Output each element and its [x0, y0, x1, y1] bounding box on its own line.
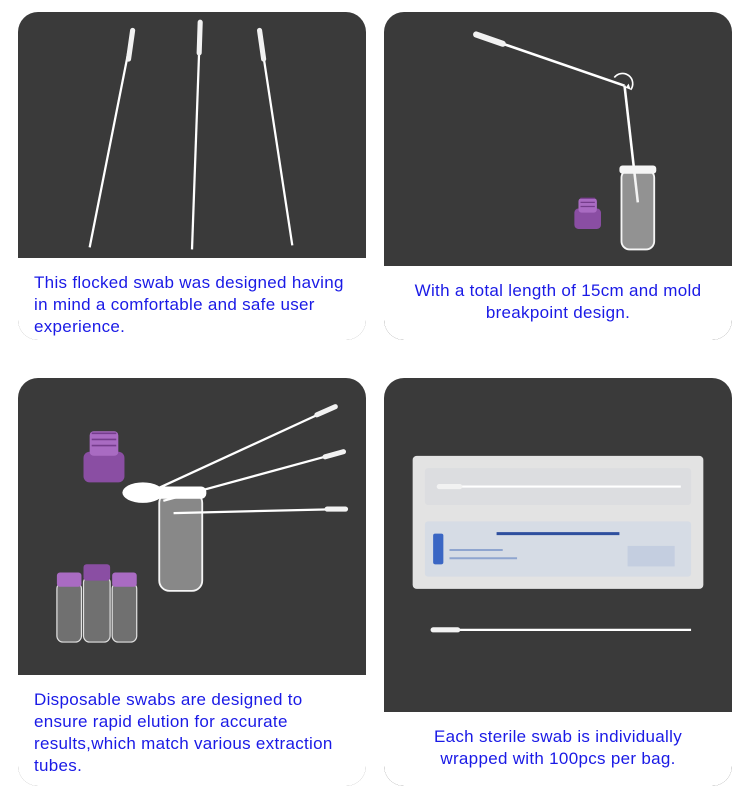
panel-individually-wrapped: Each sterile swab is individually wrappe…	[384, 378, 732, 786]
panel-disposable-swabs: Disposable swabs are designed to ensure …	[18, 378, 366, 786]
panel2-caption: With a total length of 15cm and mold bre…	[384, 266, 732, 340]
panel3-illustration	[18, 378, 366, 675]
mini-tube	[112, 572, 137, 642]
infographic-grid: This flocked swab was designed having in…	[0, 0, 750, 808]
mini-tube	[84, 564, 111, 642]
panel-breakpoint: With a total length of 15cm and mold bre…	[384, 12, 732, 340]
panel4-caption: Each sterile swab is individually wrappe…	[384, 712, 732, 786]
panel-flocked-swab: This flocked swab was designed having in…	[18, 12, 366, 340]
mini-tube	[57, 572, 82, 642]
panel2-illustration	[384, 12, 732, 266]
package-svg	[384, 378, 732, 712]
swabs-tubes-svg	[18, 378, 366, 675]
panel1-illustration	[18, 12, 366, 258]
break-tube-svg	[384, 12, 732, 266]
panel1-caption: This flocked swab was designed having in…	[18, 258, 366, 340]
three-swabs-svg	[18, 12, 366, 258]
cap-icon	[84, 431, 125, 482]
panel4-illustration	[384, 378, 732, 712]
panel3-caption: Disposable swabs are designed to ensure …	[18, 675, 366, 786]
cap-icon	[574, 198, 601, 229]
